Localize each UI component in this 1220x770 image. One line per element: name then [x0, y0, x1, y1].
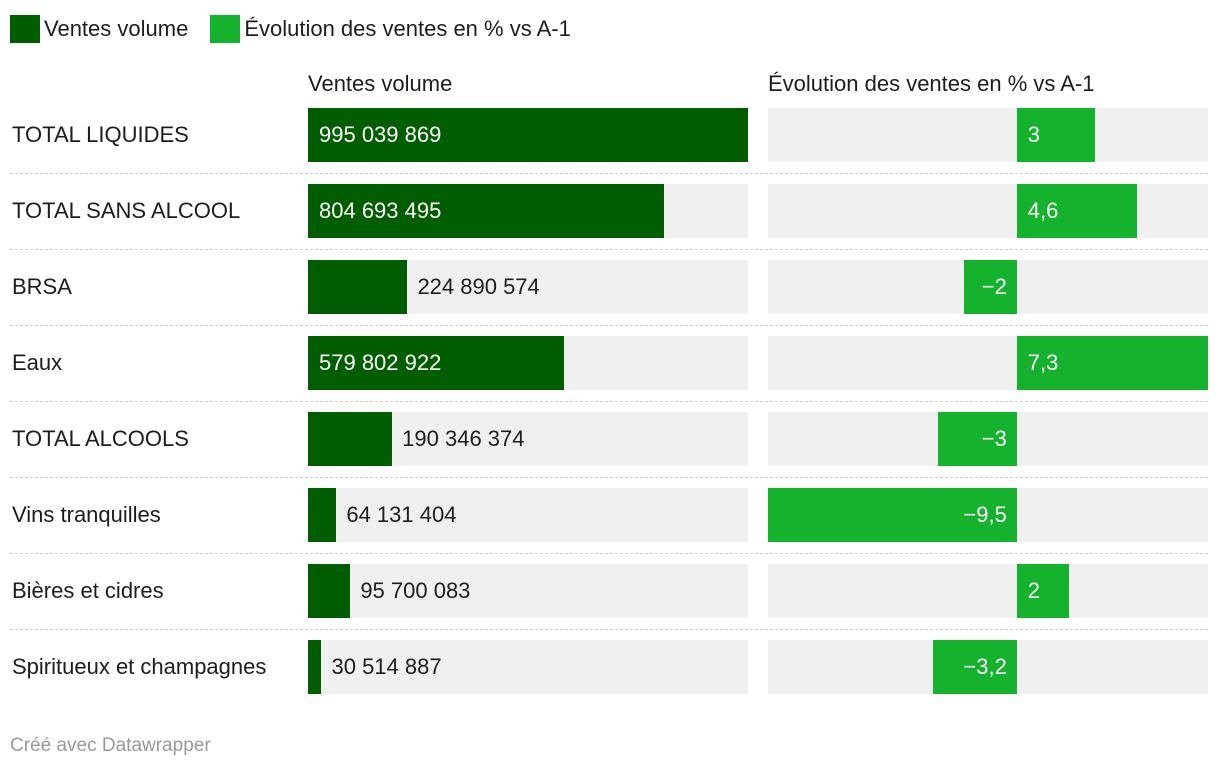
volume-bar	[308, 564, 351, 618]
volume-value-label: 64 131 404	[346, 502, 457, 527]
row-label: Vins tranquilles	[12, 502, 161, 527]
row-divider	[10, 249, 1208, 250]
row-divider	[10, 325, 1208, 326]
evolution-value-label: −2	[981, 274, 1007, 299]
row-divider	[10, 629, 1208, 630]
volume-bar	[308, 260, 408, 314]
legend-label-evolution: Évolution des ventes en % vs A-1	[244, 16, 571, 41]
evolution-track	[768, 184, 1208, 238]
row-divider	[10, 173, 1208, 174]
evolution-bar	[933, 640, 1017, 694]
row-divider	[10, 401, 1208, 402]
table-row: TOTAL LIQUIDES 995 039 869 3	[0, 108, 1220, 162]
row-label: Spiritueux et champagnes	[12, 654, 267, 679]
volume-bar	[308, 108, 748, 162]
table-row: Spiritueux et champagnes 30 514 887 −3,2	[0, 640, 1220, 694]
table-row: Eaux 579 802 922 7,3	[0, 336, 1220, 390]
evolution-value-label: −3	[981, 426, 1007, 451]
table-row: Vins tranquilles 64 131 404 −9,5	[0, 488, 1220, 542]
volume-bar	[308, 640, 322, 694]
volume-value-label: 190 346 374	[402, 426, 525, 451]
volume-value-label: 95 700 083	[360, 578, 471, 603]
evolution-bar	[1016, 184, 1138, 238]
evolution-bar	[768, 488, 1017, 542]
column-header-evolution: Évolution des ventes en % vs A-1	[768, 71, 1095, 96]
table-row: TOTAL SANS ALCOOL 804 693 495 4,6	[0, 184, 1220, 238]
evolution-value-label: 7,3	[1027, 350, 1059, 375]
evolution-value-label: 3	[1027, 122, 1041, 147]
row-label: TOTAL ALCOOLS	[12, 426, 189, 451]
column-header-volume: Ventes volume	[308, 71, 453, 96]
evolution-track	[768, 108, 1208, 162]
evolution-bar	[1016, 108, 1096, 162]
evolution-bar	[938, 412, 1017, 466]
evolution-track	[768, 564, 1208, 618]
evolution-value-label: −9,5	[963, 502, 1007, 527]
volume-bar	[308, 412, 393, 466]
volume-value-label: 224 890 574	[417, 274, 540, 299]
volume-bar	[308, 184, 664, 238]
legend-label-volume: Ventes volume	[44, 16, 189, 41]
legend-item-evolution: Évolution des ventes en % vs A-1	[210, 15, 571, 43]
footer-credit: Créé avec Datawrapper	[10, 735, 211, 756]
volume-track	[308, 640, 748, 694]
volume-bar	[308, 488, 337, 542]
evolution-bar	[1016, 336, 1208, 390]
row-divider	[10, 553, 1208, 554]
volume-value-label: 579 802 922	[319, 350, 442, 375]
row-divider	[10, 477, 1208, 478]
evolution-value-label: −3,2	[963, 654, 1007, 679]
row-label: Eaux	[12, 350, 63, 375]
evolution-bar	[964, 260, 1017, 314]
table-row: Bières et cidres 95 700 083 2	[0, 564, 1220, 618]
volume-bar	[308, 336, 565, 390]
legend-swatch-evolution	[210, 15, 241, 43]
volume-track	[308, 564, 748, 618]
legend-swatch-volume	[10, 15, 40, 43]
volume-track	[308, 488, 748, 542]
evolution-bar	[1016, 564, 1070, 618]
legend-item-volume: Ventes volume	[10, 15, 188, 43]
row-label: Bières et cidres	[12, 578, 164, 603]
volume-value-label: 995 039 869	[319, 122, 442, 147]
legend: Ventes volume Évolution des ventes en % …	[10, 14, 593, 44]
row-label: TOTAL SANS ALCOOL	[12, 198, 241, 223]
row-label: BRSA	[12, 274, 72, 299]
volume-value-label: 804 693 495	[319, 198, 442, 223]
evolution-value-label: 4,6	[1027, 198, 1059, 223]
table-row: TOTAL ALCOOLS 190 346 374 −3	[0, 412, 1220, 466]
volume-value-label: 30 514 887	[331, 654, 442, 679]
row-label: TOTAL LIQUIDES	[12, 122, 189, 147]
table-row: BRSA 224 890 574 −2	[0, 260, 1220, 314]
evolution-value-label: 2	[1027, 578, 1041, 603]
